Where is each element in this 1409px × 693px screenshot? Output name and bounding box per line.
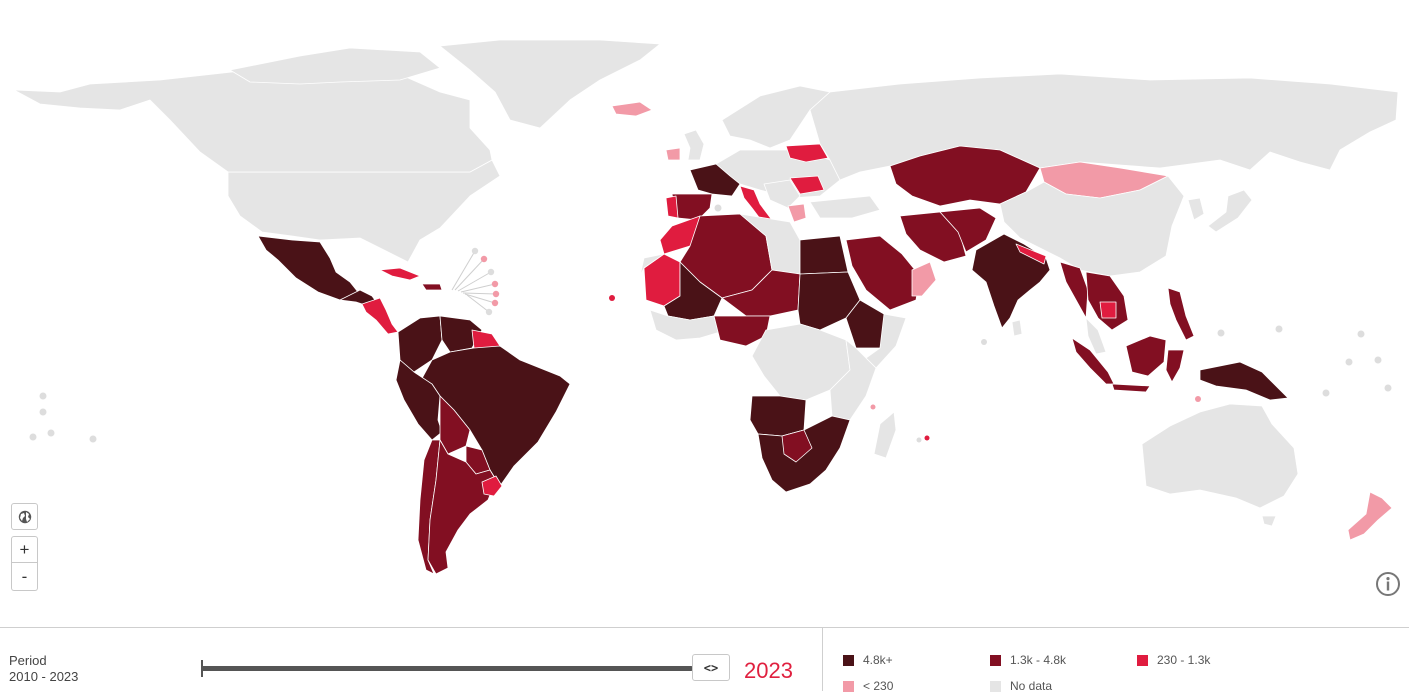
country-argentina[interactable] xyxy=(427,439,497,575)
country-saudi-arabia[interactable] xyxy=(845,235,921,311)
legend-label: < 230 xyxy=(863,679,894,693)
country-madagascar[interactable] xyxy=(873,411,897,459)
country-malaysia[interactable] xyxy=(1085,317,1107,355)
legend-swatch xyxy=(990,654,1001,666)
country-greenland[interactable] xyxy=(439,39,661,129)
country-sudan[interactable] xyxy=(797,271,861,331)
legend-item-nodata: No data xyxy=(990,679,1052,693)
country-nepal[interactable] xyxy=(1015,243,1047,265)
country-cuba[interactable] xyxy=(379,267,421,281)
country-angola[interactable] xyxy=(749,395,807,437)
country-indonesia-borneo[interactable] xyxy=(1125,335,1167,377)
country-haiti[interactable] xyxy=(421,283,443,291)
selected-year: 2023 xyxy=(744,658,793,683)
legend-item-tier4: < 230 xyxy=(843,679,893,693)
country-indonesia-sumatra[interactable] xyxy=(1071,337,1115,385)
country-russia[interactable] xyxy=(809,73,1399,181)
zoom-in-button[interactable]: + xyxy=(11,536,38,563)
country-korea[interactable] xyxy=(1187,197,1205,221)
legend-swatch xyxy=(843,654,854,666)
divider xyxy=(822,628,823,691)
country-poland[interactable] xyxy=(785,143,829,163)
legend-label: No data xyxy=(1010,679,1053,693)
zoom-out-button[interactable]: - xyxy=(11,563,38,591)
country-balkans[interactable] xyxy=(763,179,801,209)
country-iceland[interactable] xyxy=(611,101,653,117)
country-uk[interactable] xyxy=(683,129,705,161)
country-nicaragua[interactable] xyxy=(361,297,399,335)
country-indonesia-java[interactable] xyxy=(1111,383,1151,393)
legend-label: 4.8k+ xyxy=(863,653,893,667)
caribbean-callouts xyxy=(451,247,500,316)
period-range: 2010 - 2023 xyxy=(9,669,79,684)
country-ireland[interactable] xyxy=(665,147,681,161)
country-sri-lanka[interactable] xyxy=(1011,319,1023,337)
country-oman[interactable] xyxy=(911,261,937,297)
info-button[interactable] xyxy=(1375,571,1401,597)
country-egypt[interactable] xyxy=(799,235,849,275)
country-scandinavia[interactable] xyxy=(721,85,831,149)
country-france[interactable] xyxy=(689,163,741,197)
country-philippines[interactable] xyxy=(1167,287,1195,341)
country-indochina[interactable] xyxy=(1085,271,1129,331)
legend-swatch xyxy=(1137,654,1148,666)
legend-swatch xyxy=(990,680,1001,692)
country-uruguay[interactable] xyxy=(481,475,503,497)
country-china[interactable] xyxy=(999,175,1185,277)
country-greece[interactable] xyxy=(787,203,807,223)
country-japan[interactable] xyxy=(1207,189,1253,233)
legend-swatch xyxy=(843,680,854,692)
timeline-slider-track[interactable] xyxy=(201,666,693,671)
period-label: Period xyxy=(9,653,47,668)
country-mexico[interactable] xyxy=(257,235,359,301)
globe-icon xyxy=(18,510,31,523)
country-australia[interactable] xyxy=(1141,403,1299,509)
country-western-sahara[interactable] xyxy=(639,253,665,277)
country-india[interactable] xyxy=(971,233,1051,329)
timeline-slider-handle[interactable]: <> xyxy=(692,654,730,681)
globe-button[interactable] xyxy=(11,503,38,530)
legend-label: 230 - 1.3k xyxy=(1157,653,1211,667)
country-new-zealand[interactable] xyxy=(1347,491,1393,541)
info-icon xyxy=(1376,572,1400,596)
country-cambodia[interactable] xyxy=(1099,301,1117,319)
country-afghanistan[interactable] xyxy=(939,207,997,253)
country-zimbabwe[interactable] xyxy=(781,429,813,463)
world-map[interactable]: + - xyxy=(0,0,1409,627)
legend-item-tier1: 4.8k+ xyxy=(843,653,893,667)
legend-item-tier3: 230 - 1.3k xyxy=(1137,653,1210,667)
map-canvas[interactable] xyxy=(0,0,1409,627)
country-turkey[interactable] xyxy=(809,195,881,219)
country-papua-new-guinea[interactable] xyxy=(1199,361,1289,401)
country-portugal[interactable] xyxy=(665,195,679,219)
legend-label: 1.3k - 4.8k xyxy=(1010,653,1067,667)
legend-item-tier2: 1.3k - 4.8k xyxy=(990,653,1066,667)
country-usa[interactable] xyxy=(227,159,501,263)
country-canada[interactable] xyxy=(13,63,493,173)
country-canada-islands[interactable] xyxy=(229,47,441,85)
country-romania[interactable] xyxy=(789,175,825,195)
country-tasmania[interactable] xyxy=(1261,515,1277,527)
small-territory-markers xyxy=(29,204,1392,443)
country-indonesia-sulawesi[interactable] xyxy=(1165,349,1185,383)
timeline-bar: Period 2010 - 2023 <> 2023 4.8k+ 1.3k - … xyxy=(0,627,1409,693)
